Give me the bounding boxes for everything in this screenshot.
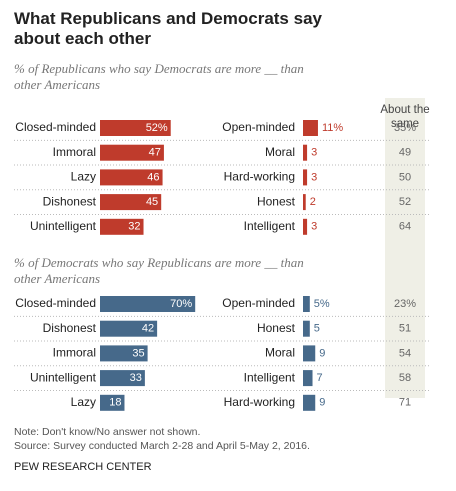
value-label: 42 (142, 323, 154, 335)
bar (100, 194, 162, 211)
bar (100, 320, 158, 337)
value-label: 32 (128, 221, 140, 233)
opposite-label: Honest (257, 321, 296, 335)
same-value: 50 (399, 171, 411, 183)
opposite-label: Open-minded (222, 120, 295, 134)
bar (100, 120, 171, 136)
opposite-bar (303, 218, 308, 235)
note: Note: Don't know/No answer not shown. (14, 426, 200, 438)
opposite-label: Moral (265, 346, 295, 360)
source: Source: Survey conducted March 2-28 and … (14, 440, 310, 452)
opposite-value-label: 9 (319, 347, 325, 359)
category-label: Unintelligent (30, 219, 97, 233)
same-value: 51 (399, 323, 411, 335)
same-value: 64 (399, 221, 411, 233)
category-label: Unintelligent (30, 370, 97, 384)
credit: PEW RESEARCH CENTER (14, 461, 152, 473)
value-label: 45 (146, 196, 158, 208)
bar (100, 394, 125, 411)
category-label: Immoral (53, 145, 96, 159)
opposite-value-label: 3 (311, 221, 317, 233)
opposite-value-label: 5% (314, 298, 330, 310)
bar (100, 296, 196, 312)
opposite-bar (303, 370, 313, 387)
category-label: Dishonest (43, 321, 97, 335)
same-value: 52 (399, 196, 411, 208)
opposite-value-label: 7 (317, 372, 323, 384)
opposite-bar (303, 194, 306, 211)
opposite-bar (303, 345, 316, 362)
value-label: 46 (147, 171, 159, 183)
opposite-value-label: 3 (311, 171, 317, 183)
opposite-bar (303, 394, 316, 411)
same-value: 71 (399, 397, 411, 409)
same-value: 54 (399, 347, 411, 359)
opposite-label: Intelligent (244, 370, 296, 384)
value-label: 35 (132, 347, 144, 359)
same-value: 49 (399, 147, 411, 159)
panel-subtitle: % of Democrats who say Republicans are m… (14, 255, 304, 286)
same-column-band (385, 98, 425, 398)
category-label: Closed-minded (15, 120, 96, 134)
value-label: 33 (130, 372, 142, 384)
bar (100, 218, 144, 235)
bar (100, 144, 164, 161)
column-header: About the same (380, 104, 429, 130)
same-value: 23% (394, 298, 416, 310)
category-label: Dishonest (43, 194, 97, 208)
category-label: Immoral (53, 346, 96, 360)
opposite-value-label: 3 (311, 147, 317, 159)
opposite-label: Moral (265, 145, 295, 159)
opposite-value-label: 5 (314, 323, 320, 335)
bar (100, 345, 148, 362)
value-label: 18 (109, 397, 121, 409)
opposite-label: Open-minded (222, 296, 295, 310)
category-label: Lazy (71, 170, 96, 184)
value-label: 47 (149, 147, 161, 159)
same-value: 35% (394, 122, 416, 134)
opposite-label: Intelligent (244, 219, 296, 233)
opposite-bar (303, 169, 308, 186)
category-label: Lazy (71, 395, 96, 409)
bar (100, 169, 163, 186)
opposite-label: Hard-working (224, 170, 295, 184)
same-value: 58 (399, 372, 411, 384)
opposite-bar (303, 120, 318, 136)
opposite-bar (303, 144, 308, 161)
opposite-label: Honest (257, 194, 296, 208)
bar (100, 370, 145, 387)
opposite-label: Hard-working (224, 395, 295, 409)
value-label: 52% (146, 122, 168, 134)
value-label: 70% (170, 298, 192, 310)
opposite-bar (303, 296, 310, 312)
opposite-value-label: 11% (322, 122, 343, 134)
opposite-value-label: 2 (310, 196, 316, 208)
chart-title: What Republicans and Democrats say about … (14, 9, 323, 48)
category-label: Closed-minded (15, 296, 96, 310)
panel-subtitle: % of Republicans who say Democrats are m… (14, 61, 304, 92)
opposite-value-label: 9 (319, 397, 325, 409)
opposite-bar (303, 320, 310, 337)
